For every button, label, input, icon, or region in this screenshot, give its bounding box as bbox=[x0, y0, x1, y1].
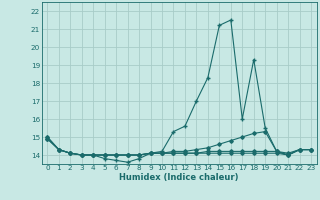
X-axis label: Humidex (Indice chaleur): Humidex (Indice chaleur) bbox=[119, 173, 239, 182]
